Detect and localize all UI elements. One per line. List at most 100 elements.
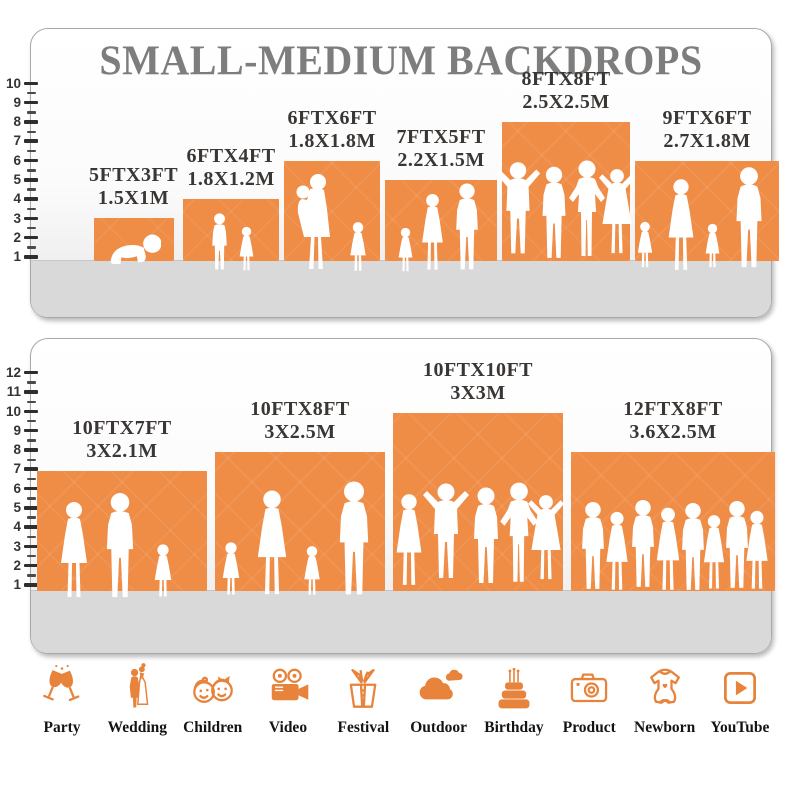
ruler-minor-tick bbox=[27, 458, 36, 461]
backdrop-10x7: 10FTX7FT 3X2.1M bbox=[37, 416, 207, 598]
ruler-tick-1: 1 bbox=[0, 577, 47, 593]
backdrop-rect bbox=[393, 413, 564, 591]
ruler-minor-tick bbox=[27, 207, 36, 211]
backdrop-size-label: 10FTX8FT 3X2.5M bbox=[250, 397, 350, 444]
backdrop-9x6: 9FTX6FT 2.7X1.8M bbox=[635, 106, 780, 270]
people-silhouette-baby bbox=[110, 234, 161, 264]
backdrop-5x3: 5FTX3FT 1.5X1M bbox=[89, 163, 179, 264]
category-newborn: Newborn bbox=[631, 662, 699, 737]
ruler-tick-7: 7 bbox=[0, 461, 47, 477]
children-icon bbox=[192, 675, 233, 703]
ruler-tick-2: 2 bbox=[0, 230, 47, 246]
page-title: SMALL-MEDIUM BACKDROPS bbox=[99, 36, 703, 85]
ruler-minor-tick bbox=[27, 574, 36, 577]
ruler-minor-tick bbox=[27, 516, 36, 519]
backdrop-size-label: 10FTX10FT 3X3M bbox=[422, 358, 534, 405]
ruler-tick-3: 3 bbox=[0, 210, 47, 226]
ruler-tick-6: 6 bbox=[0, 481, 47, 497]
large-backdrops-panel: 1 2 3 4 5 6 7 8 9 10 11 12 10FTX7FT 3X2.1M 10FTX8FT 3… bbox=[6, 338, 775, 654]
ruler-minor-tick bbox=[27, 188, 36, 191]
ruler-tick-9: 9 bbox=[0, 95, 47, 111]
ruler-minor-tick bbox=[27, 246, 36, 249]
people-silhouette-family-four bbox=[637, 167, 762, 270]
ruler-minor-tick bbox=[27, 91, 36, 95]
category-birthday: Birthday bbox=[480, 662, 548, 737]
backdrop-size-label: 12FTX8FT 3.6X2.5M bbox=[623, 397, 723, 444]
backdrop-rect bbox=[37, 471, 207, 598]
ruler-tick-3: 3 bbox=[0, 538, 47, 554]
category-label: Festival bbox=[337, 719, 390, 736]
ruler-minor-tick bbox=[27, 555, 36, 558]
festival-icon bbox=[349, 668, 377, 708]
ruler-minor-tick bbox=[27, 227, 36, 230]
backdrop-rect bbox=[495, 122, 636, 261]
category-label: Children bbox=[183, 719, 243, 736]
ruler-tick-6: 6 bbox=[0, 153, 47, 169]
category-icons-row: Party Wedding bbox=[28, 662, 774, 737]
ruler-tick-11: 11 bbox=[0, 384, 47, 400]
ruler-tick-1: 1 bbox=[0, 249, 47, 265]
ruler-minor-tick bbox=[27, 400, 36, 404]
backdrop-rect bbox=[93, 218, 174, 264]
ruler-minor-tick bbox=[27, 381, 36, 384]
category-youtube: YouTube bbox=[706, 662, 774, 737]
backdrop-size-label: 6FTX4FT 1.8X1.2M bbox=[186, 144, 276, 191]
people-silhouette-family-four bbox=[222, 481, 369, 595]
category-video: Video bbox=[254, 662, 322, 737]
ruler-tick-2: 2 bbox=[0, 558, 47, 574]
youtube-icon bbox=[723, 671, 756, 705]
backdrop-7x5: 7FTX5FT 2.2X1.5M bbox=[385, 126, 498, 272]
people-silhouette-crowd bbox=[582, 500, 768, 590]
people-silhouette-adult-group bbox=[396, 482, 564, 585]
ruler-tick-4: 4 bbox=[0, 519, 47, 535]
category-label: Newborn bbox=[634, 719, 696, 736]
category-label: Outdoor bbox=[410, 719, 468, 736]
people-silhouette-mother-children bbox=[296, 174, 366, 271]
backdrop-10x8: 10FTX8FT 3X2.5M bbox=[215, 397, 385, 595]
ruler-tick-12: 12 bbox=[0, 365, 47, 381]
ruler-tick-5: 5 bbox=[0, 500, 47, 516]
product-icon bbox=[571, 673, 608, 703]
category-label: Video bbox=[268, 719, 308, 736]
category-label: Wedding bbox=[107, 719, 168, 736]
people-silhouette-family-three bbox=[61, 493, 172, 598]
ruler-tick-9: 9 bbox=[0, 423, 47, 439]
category-label: Party bbox=[43, 719, 81, 736]
people-silhouette-boy-girl bbox=[212, 213, 254, 271]
category-label: YouTube bbox=[710, 719, 770, 736]
ruler-minor-tick bbox=[27, 111, 36, 114]
backdrop-size-label: 10FTX7FT 3X2.1M bbox=[72, 416, 172, 463]
category-label: Birthday bbox=[484, 719, 544, 736]
ruler-minor-tick bbox=[27, 497, 36, 500]
backdrop-size-label: 5FTX3FT 1.5X1M bbox=[89, 163, 179, 210]
floor-bottom bbox=[31, 590, 771, 653]
backdrop-rect bbox=[385, 180, 498, 272]
category-children: Children bbox=[179, 662, 247, 737]
category-label: Product bbox=[562, 719, 616, 736]
ruler-tick-5: 5 bbox=[0, 172, 47, 188]
ruler-tick-7: 7 bbox=[0, 133, 47, 149]
video-icon bbox=[271, 668, 309, 701]
ruler-minor-tick bbox=[27, 130, 36, 133]
backdrop-size-label: 9FTX6FT 2.7X1.8M bbox=[662, 106, 752, 153]
backdrop-6x6: 6FTX6FT 1.8X1.8M bbox=[284, 106, 381, 271]
party-icon bbox=[43, 665, 80, 702]
backdrop-10x10: 10FTX10FT 3X3M bbox=[393, 358, 564, 591]
ruler-minor-tick bbox=[27, 477, 36, 481]
ruler-tick-8: 8 bbox=[0, 114, 47, 130]
backdrop-size-label: 6FTX6FT 1.8X1.8M bbox=[287, 106, 377, 153]
ruler-tick-4: 4 bbox=[0, 191, 47, 207]
ruler-minor-tick bbox=[27, 535, 36, 539]
backdrop-8x8: 8FTX8FT 2.5X2.5M bbox=[495, 68, 636, 261]
category-wedding: Wedding bbox=[103, 662, 171, 737]
ruler-minor-tick bbox=[27, 439, 36, 442]
ruler-minor-tick bbox=[27, 419, 36, 423]
people-silhouette-family-three bbox=[398, 183, 478, 272]
people-silhouette-adult-group bbox=[495, 160, 636, 258]
category-festival: Festival bbox=[329, 662, 397, 737]
birthday-icon bbox=[498, 667, 530, 709]
ruler-minor-tick bbox=[27, 149, 36, 153]
category-product: Product bbox=[555, 662, 623, 737]
wedding-icon bbox=[130, 663, 149, 708]
backdrop-bars-top: 5FTX3FT 1.5X1M 6FTX4FT 1.8X1.2M 6FTX6FT bbox=[89, 68, 780, 272]
